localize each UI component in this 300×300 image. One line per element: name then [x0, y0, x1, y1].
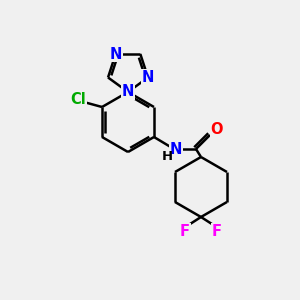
Text: Cl: Cl	[70, 92, 86, 106]
Text: N: N	[142, 70, 154, 85]
Text: N: N	[110, 46, 122, 62]
Text: N: N	[122, 85, 134, 100]
Text: F: F	[212, 224, 222, 238]
Text: H: H	[161, 151, 172, 164]
Text: N: N	[170, 142, 182, 157]
Text: O: O	[211, 122, 223, 137]
Text: F: F	[180, 224, 190, 238]
